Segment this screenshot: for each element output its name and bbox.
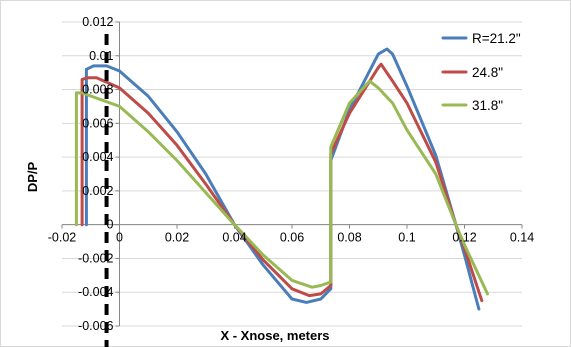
x-axis-title: X - Xnose, meters <box>220 328 329 343</box>
y-tick-label: -0.002 <box>78 251 113 265</box>
x-tick-label: 0.06 <box>280 231 304 245</box>
y-tick-label: 0.012 <box>82 15 113 29</box>
y-tick-label: 0.004 <box>82 150 113 164</box>
y-tick-label: 0.002 <box>82 184 113 198</box>
series-line-2 <box>80 62 484 303</box>
legend: R=21.2" 24.8" 31.8" <box>441 31 521 113</box>
y-tick-label: -0.006 <box>78 319 113 333</box>
legend-label-1: R=21.2" <box>472 31 521 46</box>
x-tick-label: -0.02 <box>48 231 77 245</box>
y-tick-label: -0.004 <box>78 285 113 299</box>
series-line-3 <box>74 79 489 296</box>
x-tick-label: 0 <box>116 231 123 245</box>
grid-layer <box>62 21 522 327</box>
label-layer: -0.006-0.004-0.00200.0020.0040.0060.0080… <box>25 15 534 343</box>
y-axis-title: DP/P <box>25 162 40 193</box>
x-tick-label: 0.02 <box>165 231 189 245</box>
x-tick-label: 0.04 <box>222 231 246 245</box>
x-tick-label: 0.1 <box>398 231 415 245</box>
legend-label-2: 24.8" <box>472 65 503 80</box>
y-tick-label: 0.01 <box>89 49 113 63</box>
legend-label-3: 31.8" <box>472 98 503 113</box>
y-tick-label: 0.006 <box>82 116 113 130</box>
y-tick-label: 0 <box>107 218 114 232</box>
y-tick-label: 0.008 <box>82 83 113 97</box>
series-line-1 <box>84 47 481 311</box>
x-tick-label: 0.14 <box>510 231 534 245</box>
x-tick-label: 0.08 <box>337 231 361 245</box>
series-layer <box>74 47 489 311</box>
x-tick-label: 0.12 <box>452 231 476 245</box>
